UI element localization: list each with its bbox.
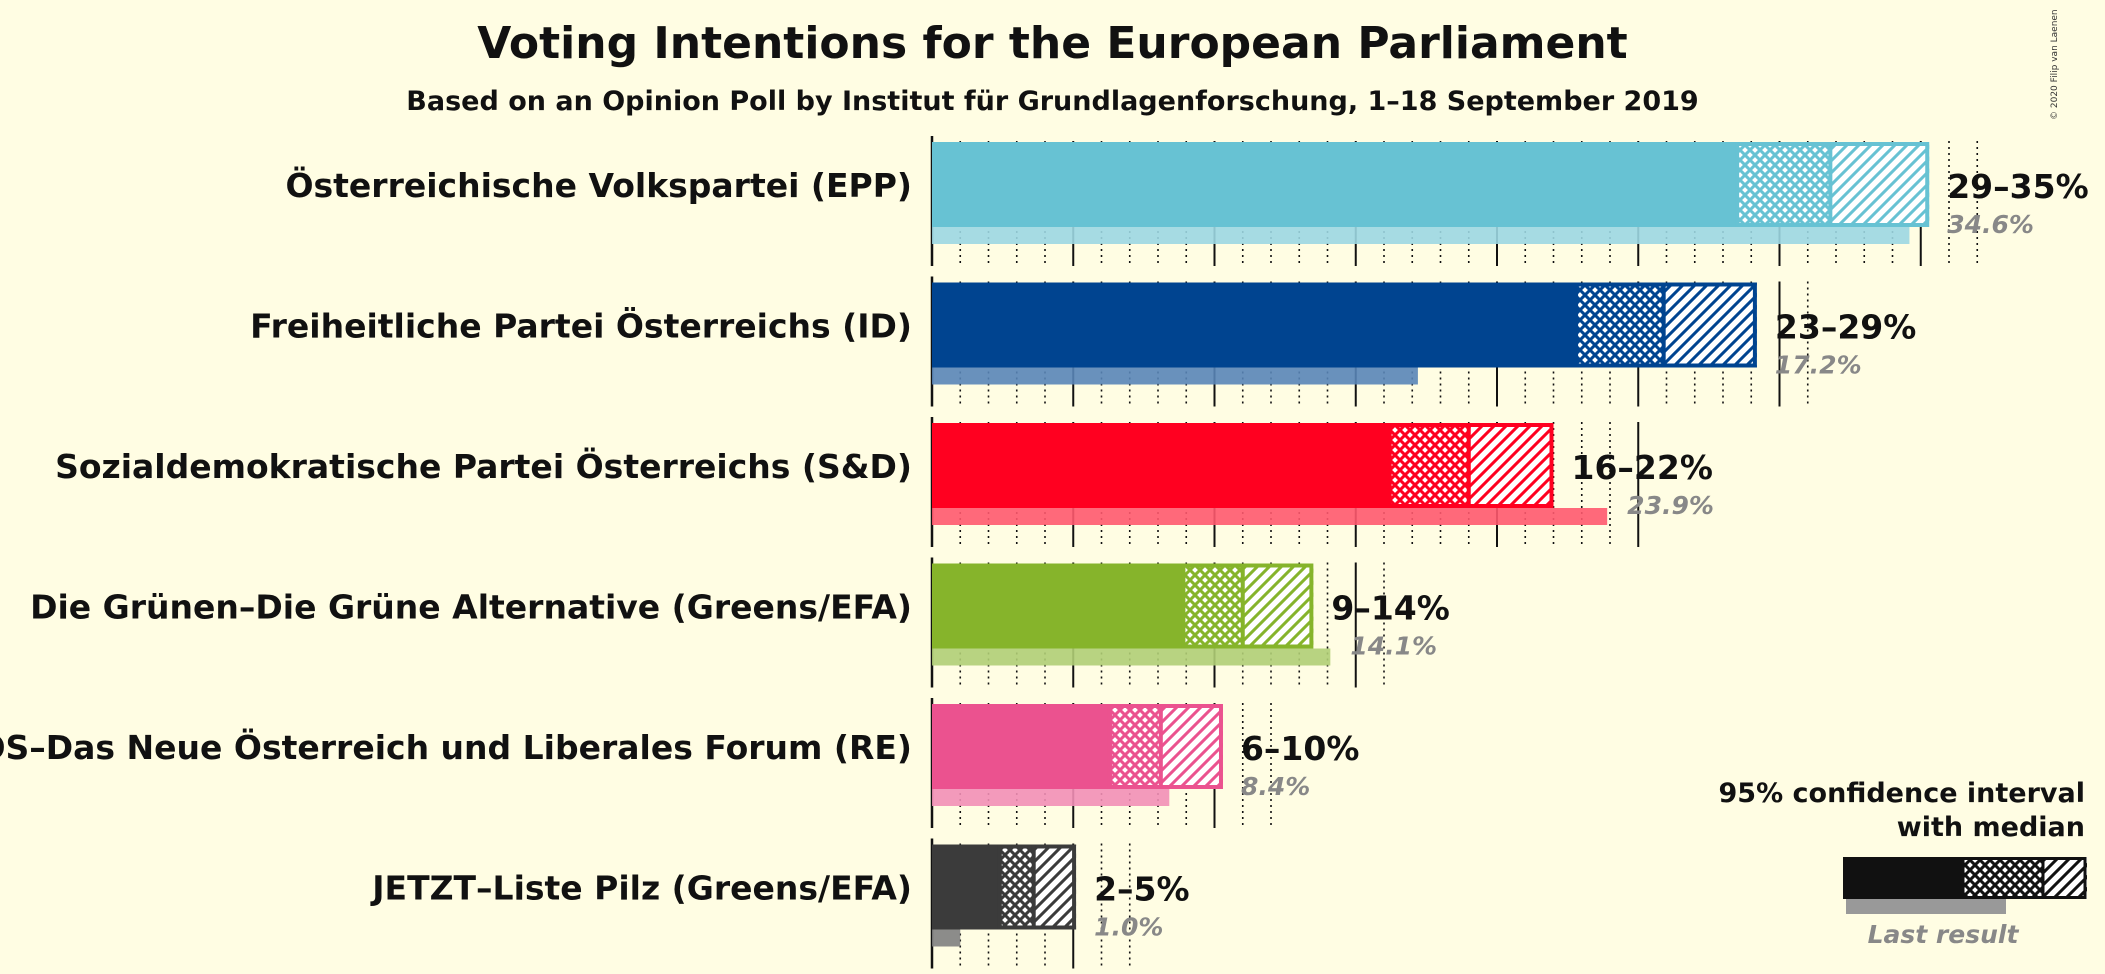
bar-ci-lower [1576,282,1664,368]
last-result-bar [932,929,961,947]
last-result-label: 1.0% [1094,913,1163,942]
bar-solid [932,844,1000,930]
legend-ci-outline [1961,857,2087,899]
legend-ci-lower [1963,857,2043,899]
bar-solid [932,142,1738,227]
bar-ci-lower [1389,423,1469,508]
range-label: 23–29% [1775,308,1916,347]
bar-solid [932,704,1110,789]
bar-ci-outline [1107,704,1223,789]
last-result-label: 23.9% [1627,491,1714,520]
bars: Österreichische Volkspartei (EPP) 29–35% 3… [0,142,2089,947]
bar-solid [932,563,1184,649]
range-label: 29–35% [1947,167,2088,206]
bar-ci-lower [1737,142,1831,227]
party-label: Die Grünen–Die Grüne Alternative (Greens… [30,588,912,627]
last-result-bar [932,367,1418,385]
last-result-bar [932,789,1170,806]
legend-ci-upper [2043,857,2087,899]
last-result-bar [932,227,1910,244]
last-result-bar [932,508,1608,525]
bar-ci-upper [1663,282,1757,368]
legend-title-line2: with median [1896,812,2085,843]
bar-solid [932,423,1390,508]
range-label: 16–22% [1572,448,1713,487]
bar-ci-upper [1830,142,1930,227]
party-label: NEOS–Das Neue Österreich und Liberales F… [0,727,912,767]
bar-ci-upper [1160,704,1223,789]
bar-ci-upper [1242,563,1314,649]
legend-graphic [1843,857,2087,914]
party-label: Sozialdemokratische Partei Österreichs (… [55,446,912,486]
legend-solid [1843,857,1963,899]
bar-ci-lower [1109,704,1161,789]
party-label: Österreichische Volkspartei (EPP) [285,165,912,205]
bar-ci-outline [997,844,1077,930]
legend-last-result-label: Last result [1867,920,2019,949]
chart-subtitle: Based on an Opinion Poll by Institut für… [406,86,1699,117]
last-result-label: 34.6% [1947,210,2034,239]
last-result-label: 14.1% [1350,632,1437,661]
party-label: JETZT–Liste Pilz (Greens/EFA) [370,869,912,908]
bar-ci-lower [1183,563,1243,649]
legend-last-result-bar [1846,899,2006,914]
last-result-bar [932,648,1331,666]
range-label: 6–10% [1241,729,1359,768]
bar-solid [932,282,1577,368]
gridlines [930,136,1979,969]
bar-ci-lower [999,844,1034,930]
bar-ci-outline [1181,563,1314,649]
range-label: 2–5% [1094,870,1190,909]
range-label: 9–14% [1331,589,1449,628]
chart-title: Voting Intentions for the European Parli… [477,18,1628,69]
legend-title-line1: 95% confidence interval [1718,778,2085,809]
last-result-label: 8.4% [1241,772,1310,801]
bar-ci-upper [1468,423,1554,508]
last-result-label: 17.2% [1775,351,1862,380]
bar-ci-upper [1033,844,1077,930]
party-label: Freiheitliche Partei Österreichs (ID) [250,306,912,346]
